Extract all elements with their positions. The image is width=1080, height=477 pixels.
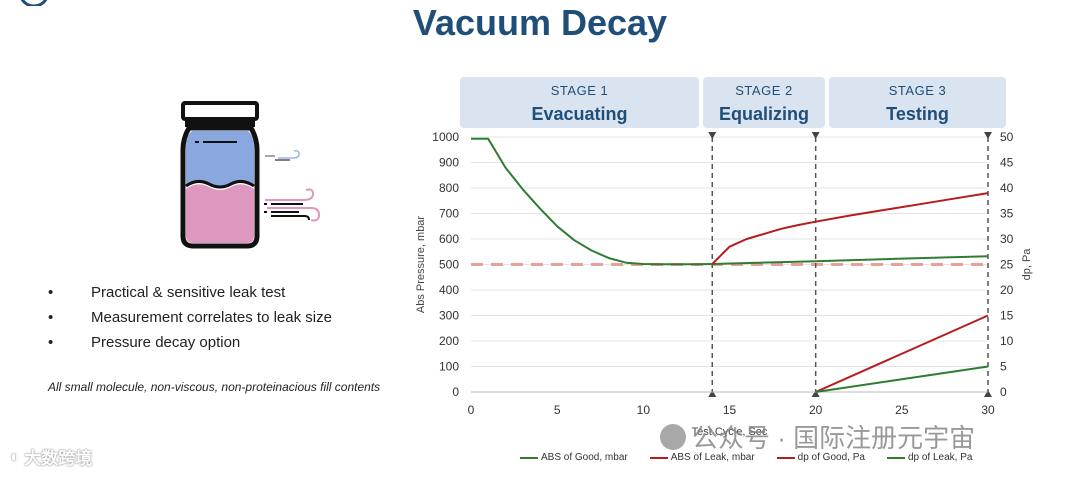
stage-1-header: STAGE 1 Evacuating (460, 77, 699, 128)
legend-item: dp of Leak, Pa (886, 452, 972, 463)
y2-tick-label: 30 (1000, 232, 1014, 246)
watermark-icon: ◐ (10, 446, 21, 466)
y2-tick-label: 35 (1000, 207, 1014, 221)
x-tick-label: 25 (895, 403, 909, 417)
stage-number: STAGE 1 (550, 83, 609, 98)
x-tick-label: 5 (554, 403, 561, 417)
x-axis-label: Test Cycle, Sec (692, 426, 768, 438)
stage-name: Equalizing (719, 104, 809, 124)
y2-tick-label: 50 (1000, 130, 1014, 144)
stage-name: Testing (886, 104, 949, 124)
y-tick-label: 100 (439, 360, 459, 374)
y2-tick-label: 10 (1000, 334, 1014, 348)
watermark-left: ◐ 大数跨境 (10, 446, 93, 469)
y-tick-label: 0 (452, 385, 459, 399)
stage-3-header: STAGE 3 Testing (829, 77, 1006, 128)
wechat-icon (660, 423, 686, 450)
y-tick-label: 500 (439, 258, 459, 272)
bullet-list: • Practical & sensitive leak test • Measur… (48, 282, 332, 357)
y-tick-label: 1000 (432, 130, 459, 144)
y-tick-label: 200 (439, 334, 459, 348)
y-tick-label: 600 (439, 232, 459, 246)
x-tick-label: 0 (468, 403, 475, 417)
boundary-arrow-top (984, 132, 992, 139)
legend-item: ABS of Good, mbar (520, 452, 628, 463)
vial-illustration (180, 101, 321, 249)
y2-tick-label: 0 (1000, 385, 1007, 399)
x-tick-label: 20 (809, 403, 823, 417)
boundary-arrow-bottom (984, 390, 992, 397)
boundary-arrow-bottom (708, 390, 717, 397)
y2-axis-label: dp, Pa (1021, 248, 1033, 281)
y2-tick-label: 5 (1000, 360, 1007, 374)
page-title: Vacuum Decay (412, 2, 668, 43)
y-tick-label: 800 (439, 181, 459, 195)
footnote: All small molecule, non-viscous, non-pro… (48, 380, 381, 394)
list-item: • Measurement correlates to leak size (48, 309, 332, 326)
series-line (815, 365, 989, 393)
watermark-right: 公众号 · 国际注册元宇宙 (660, 418, 975, 455)
x-tick-label: 15 (723, 403, 737, 417)
y-tick-label: 700 (439, 207, 459, 221)
stage-number: STAGE 2 (735, 83, 793, 98)
y-axis-label: Abs Pressure, mbar (415, 216, 427, 314)
legend-item: ABS of Leak, mbar (649, 452, 755, 463)
stage-number: STAGE 3 (888, 83, 947, 98)
y2-tick-label: 25 (1000, 258, 1014, 272)
series-line (471, 137, 989, 266)
series-line (815, 314, 989, 393)
boundary-arrow-top (708, 132, 717, 139)
y2-tick-label: 40 (1000, 181, 1014, 195)
y2-tick-label: 20 (1000, 283, 1014, 297)
legend-item: dp of Good, Pa (776, 452, 865, 463)
stage-name: Evacuating (531, 104, 628, 124)
boundary-arrow-top (811, 132, 820, 139)
list-item: • Practical & sensitive leak test (48, 284, 286, 301)
boundary-arrow-bottom (811, 390, 820, 397)
series-line (711, 192, 989, 265)
logo-icon (20, 0, 48, 6)
x-tick-label: 10 (637, 403, 651, 417)
y-tick-label: 300 (439, 309, 459, 323)
list-item: • Pressure decay option (48, 334, 241, 351)
y2-tick-label: 45 (1000, 156, 1014, 170)
y-tick-label: 900 (439, 156, 459, 170)
y2-tick-label: 15 (1000, 309, 1014, 323)
chart-legend: ABS of Good, mbar ABS of Leak, mbar dp o… (520, 452, 972, 463)
stage-2-header: STAGE 2 Equalizing (703, 77, 825, 128)
x-tick-label: 30 (981, 403, 995, 417)
y-tick-label: 400 (439, 283, 459, 297)
